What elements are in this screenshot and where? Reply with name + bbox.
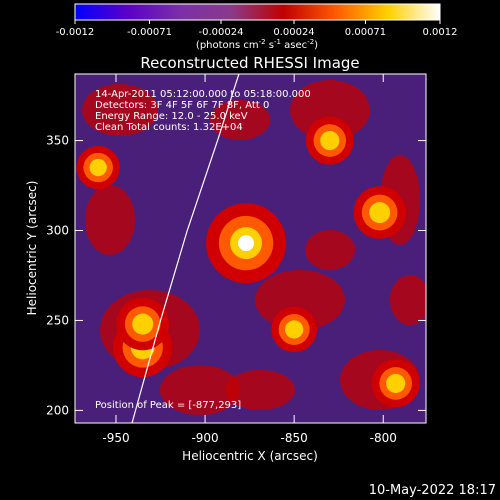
colorbar-tick-label: 0.00024	[273, 27, 314, 38]
y-axis-label: Heliocentric Y (arcsec)	[25, 181, 39, 316]
emission-region	[225, 370, 295, 410]
source-core	[369, 202, 391, 224]
colorbar-unit: (photons cm-2 s-1 asec-2)	[196, 38, 318, 51]
x-tick-label: -950	[102, 431, 129, 445]
source-core	[320, 130, 340, 151]
y-tick-label: 250	[46, 313, 69, 327]
y-tick-label: 300	[46, 224, 69, 238]
annotation-line: Energy Range: 12.0 - 25.0 keV	[95, 111, 248, 122]
emission-region	[160, 365, 240, 415]
source-core	[285, 320, 304, 339]
y-tick-label: 200	[46, 403, 69, 417]
colorbar	[74, 3, 441, 21]
emission-region	[390, 275, 426, 325]
annotation-line: Detectors: 3F 4F 5F 6F 7F 8F, Att 0	[95, 100, 269, 111]
plot-frame	[74, 73, 427, 424]
y-tick-label: 350	[46, 134, 69, 148]
source-core	[386, 373, 406, 394]
solar-limb-line	[131, 74, 240, 423]
y-axis-ticks: 200 250 300 350	[46, 134, 426, 417]
timestamp: 10-May-2022 18:17	[369, 483, 496, 498]
colorbar-ticks: -0.0012 -0.00071 -0.00024 0.00024 0.00071 0.0…	[56, 20, 458, 38]
emission-region	[305, 230, 355, 270]
chart-title: Reconstructed RHESSI Image	[140, 54, 359, 72]
x-tick-label: -800	[370, 431, 397, 445]
colorbar-tick-label: 0.0012	[423, 27, 458, 38]
x-tick-label: -900	[191, 431, 218, 445]
emission-region	[210, 100, 270, 140]
peak-position-label: Position of Peak = [-877,293]	[95, 400, 241, 411]
annotation-line: 14-Apr-2011 05:12:00.000 to 05:18:00.000	[95, 89, 311, 100]
x-axis-label: Heliocentric X (arcsec)	[182, 449, 318, 463]
colorbar-tick-label: -0.00024	[199, 27, 244, 38]
colorbar-tick-label: -0.00071	[127, 27, 172, 38]
source-peak	[238, 235, 255, 252]
heatmap-layer	[76, 80, 426, 415]
emission-region	[82, 84, 158, 136]
source-core	[132, 313, 154, 335]
emission-region	[85, 185, 135, 255]
colorbar-tick-label: 0.00071	[345, 27, 386, 38]
x-axis-ticks: -950 -900 -850 -800	[102, 74, 397, 445]
source-core	[89, 158, 107, 177]
colorbar-tick-label: -0.0012	[56, 27, 95, 38]
x-tick-label: -850	[281, 431, 308, 445]
annotation-line: Clean Total counts: 1.32E+04	[95, 122, 243, 133]
annotation-block: 14-Apr-2011 05:12:00.000 to 05:18:00.000…	[95, 89, 311, 133]
emission-region	[290, 80, 370, 140]
